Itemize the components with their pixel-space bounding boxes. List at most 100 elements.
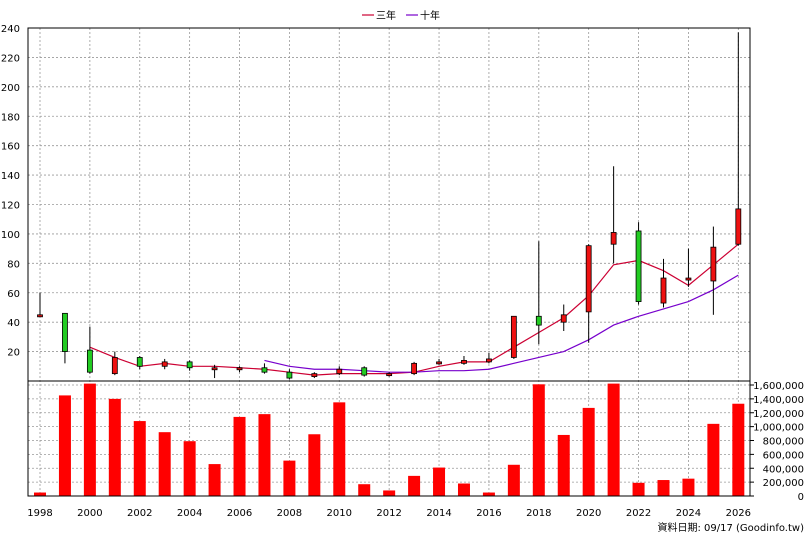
volume-tick-label: 1,400,000 bbox=[753, 395, 804, 406]
volume-bar bbox=[358, 484, 371, 496]
price-tick-label: 80 bbox=[7, 259, 20, 270]
x-tick-label: 2024 bbox=[676, 508, 701, 519]
candle-body bbox=[336, 368, 343, 375]
volume-bar bbox=[133, 421, 146, 496]
x-tick-label: 2006 bbox=[227, 508, 252, 519]
price-tick-label: 200 bbox=[1, 83, 20, 94]
x-tick-label: 2014 bbox=[426, 508, 451, 519]
volume-bar bbox=[258, 414, 271, 496]
x-tick-label: 2004 bbox=[177, 508, 202, 519]
candle-body bbox=[211, 367, 218, 371]
legend: 三年 十年 bbox=[362, 9, 440, 22]
price-tick-label: 140 bbox=[1, 171, 20, 182]
x-tick-label: 2026 bbox=[726, 508, 751, 519]
candle-body bbox=[585, 245, 592, 313]
volume-bar bbox=[233, 416, 246, 496]
source-footer: 資料日期: 09/17 (Goodinfo.tw) bbox=[657, 521, 804, 534]
price-tick-label: 180 bbox=[1, 112, 20, 123]
volume-tick-label: 1,600,000 bbox=[753, 381, 804, 392]
candle-body bbox=[660, 277, 667, 304]
volume-tick-label: 1,200,000 bbox=[753, 409, 804, 420]
candle-body bbox=[136, 357, 143, 367]
volume-bar bbox=[108, 398, 121, 496]
volume-bar bbox=[408, 475, 421, 496]
candle-body bbox=[610, 232, 617, 245]
volume-tick-label: 200,000 bbox=[763, 478, 804, 489]
axes: 20 40 60 80 100 120 140 160 180 200 220 240 0 200,000… bbox=[1, 24, 804, 519]
volume-bar bbox=[333, 402, 346, 496]
x-tick-label: 2008 bbox=[277, 508, 302, 519]
candle-body bbox=[62, 312, 68, 352]
volume-tick-label: 0 bbox=[798, 492, 804, 503]
candle-body bbox=[535, 315, 542, 326]
candle-body bbox=[710, 246, 717, 282]
volume-bar bbox=[158, 432, 171, 496]
x-tick-label: 2018 bbox=[526, 508, 551, 519]
candle-body bbox=[510, 315, 517, 358]
candle-body bbox=[86, 349, 93, 373]
volume-panel bbox=[34, 383, 745, 496]
price-panel bbox=[37, 32, 742, 380]
candle-body bbox=[386, 373, 393, 377]
volume-bar bbox=[83, 383, 96, 496]
volume-bar bbox=[532, 384, 545, 496]
price-tick-label: 160 bbox=[1, 142, 20, 153]
volume-bar bbox=[457, 483, 470, 496]
candle-body bbox=[186, 361, 193, 369]
price-tick-label: 120 bbox=[1, 201, 20, 212]
volume-bar bbox=[383, 490, 396, 496]
candle-body bbox=[635, 230, 642, 302]
plot-frame bbox=[27, 27, 751, 497]
volume-bar bbox=[183, 441, 196, 496]
candle-body bbox=[261, 367, 268, 373]
candle-body bbox=[560, 314, 567, 323]
volume-bar bbox=[632, 482, 645, 496]
candle-body bbox=[286, 371, 293, 379]
volume-tick-label: 600,000 bbox=[763, 450, 804, 461]
volume-bar bbox=[308, 434, 321, 496]
volume-bar bbox=[283, 460, 296, 496]
candle-body bbox=[685, 277, 692, 281]
price-tick-label: 100 bbox=[1, 230, 20, 241]
price-tick-label: 60 bbox=[7, 289, 20, 300]
legend-label-3y: 三年 bbox=[376, 9, 396, 22]
price-tick-label: 20 bbox=[7, 348, 20, 359]
candle-body bbox=[161, 361, 168, 367]
x-tick-label: 2016 bbox=[476, 508, 501, 519]
x-tick-label: 1998 bbox=[27, 508, 52, 519]
x-tick-label: 2002 bbox=[127, 508, 152, 519]
price-tick-label: 40 bbox=[7, 318, 20, 329]
volume-bar bbox=[507, 464, 520, 496]
volume-bar bbox=[58, 395, 71, 496]
candle-body bbox=[37, 314, 43, 318]
candle-body bbox=[111, 357, 118, 375]
candle-body bbox=[486, 358, 492, 363]
candle-body bbox=[461, 360, 467, 364]
price-tick-label: 220 bbox=[1, 53, 20, 64]
volume-bar bbox=[34, 492, 46, 496]
candle-body bbox=[361, 367, 368, 376]
x-tick-label: 2022 bbox=[626, 508, 651, 519]
x-tick-label: 2000 bbox=[77, 508, 102, 519]
candle-body bbox=[436, 361, 442, 365]
candle-body bbox=[411, 362, 418, 375]
volume-bar bbox=[707, 423, 720, 496]
volume-bar bbox=[433, 467, 446, 496]
volume-bar bbox=[208, 464, 221, 496]
candle-body bbox=[236, 367, 243, 371]
line-10y bbox=[264, 274, 739, 373]
price-tick-label: 240 bbox=[1, 24, 20, 35]
candle-body bbox=[735, 208, 742, 245]
volume-bar bbox=[557, 434, 570, 496]
legend-label-10y: 十年 bbox=[420, 9, 440, 22]
x-tick-label: 2012 bbox=[376, 508, 401, 519]
x-tick-label: 2010 bbox=[327, 508, 352, 519]
volume-tick-label: 400,000 bbox=[763, 464, 804, 475]
volume-bar bbox=[657, 480, 670, 496]
volume-tick-label: 800,000 bbox=[763, 437, 804, 448]
volume-bar bbox=[607, 383, 620, 496]
candle-body bbox=[311, 373, 318, 377]
volume-bar bbox=[682, 478, 695, 496]
